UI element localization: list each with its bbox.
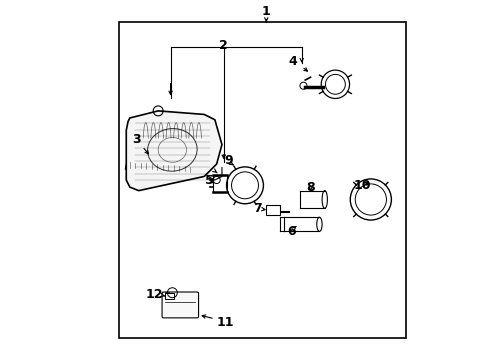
Text: 10: 10 bbox=[353, 179, 371, 192]
Text: 11: 11 bbox=[217, 316, 234, 329]
Polygon shape bbox=[125, 161, 196, 172]
Text: 9: 9 bbox=[225, 154, 233, 167]
Bar bbox=[165, 293, 174, 299]
FancyBboxPatch shape bbox=[162, 292, 198, 318]
Text: 7: 7 bbox=[253, 202, 262, 215]
Bar bbox=[119, 22, 406, 338]
Text: 12: 12 bbox=[146, 288, 163, 301]
Text: 8: 8 bbox=[306, 181, 315, 194]
Polygon shape bbox=[126, 111, 222, 191]
Text: 2: 2 bbox=[220, 39, 228, 52]
Bar bbox=[266, 205, 280, 215]
Bar bbox=[213, 175, 227, 192]
Text: 5: 5 bbox=[205, 174, 214, 186]
Text: 6: 6 bbox=[287, 225, 295, 238]
Text: 4: 4 bbox=[289, 55, 297, 68]
Text: 1: 1 bbox=[262, 5, 270, 18]
Text: 3: 3 bbox=[133, 133, 141, 146]
